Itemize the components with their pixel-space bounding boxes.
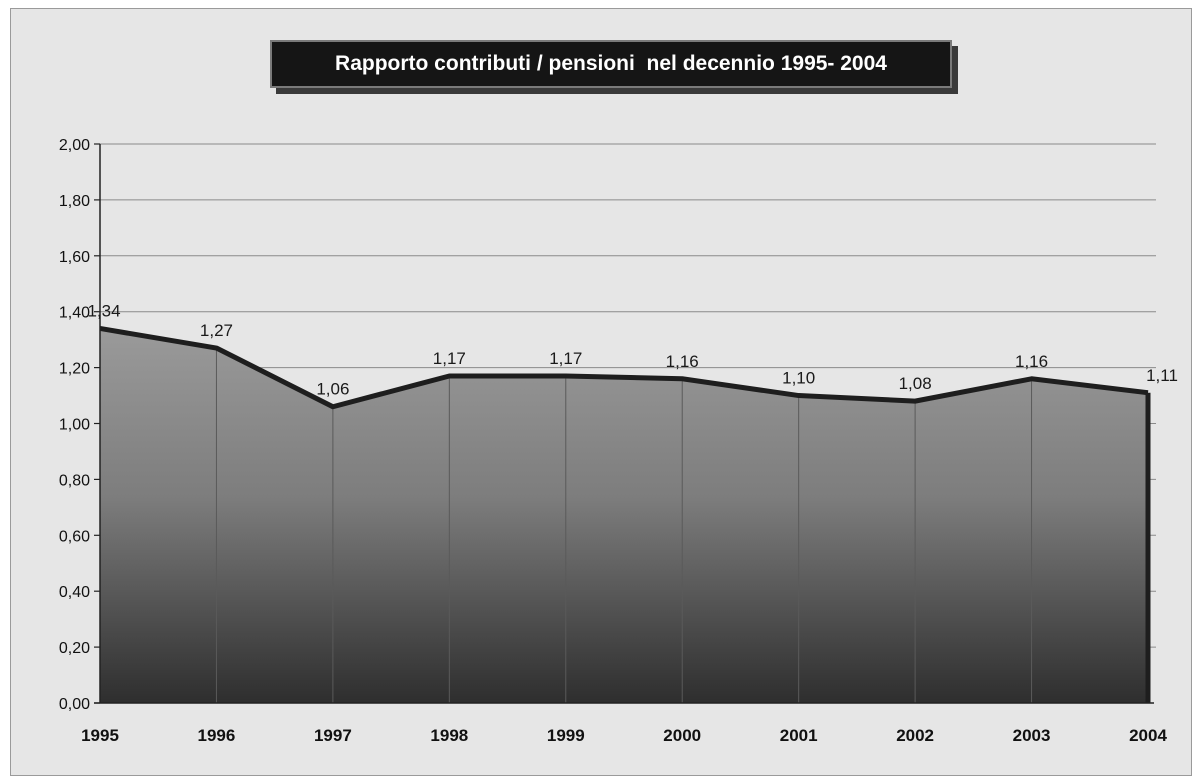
x-tick-label: 1998 <box>430 726 468 745</box>
x-tick-label: 1999 <box>547 726 585 745</box>
axes: 0,00 0,20 0,40 0,60 0,80 1,00 1,20 1,40 1,60 1,80… <box>59 137 1168 745</box>
chart-title-box: Rapporto contributi / pensioni nel decen… <box>270 40 958 94</box>
y-tick-label: 1,60 <box>59 249 90 266</box>
y-tick-label: 0,20 <box>59 640 90 657</box>
y-tick-label: 1,00 <box>59 417 90 434</box>
data-label: 1,08 <box>899 374 932 393</box>
x-tick-label: 2001 <box>780 726 818 745</box>
data-label: 1,34 <box>87 301 120 320</box>
x-tick-label: 2003 <box>1013 726 1051 745</box>
y-tick-label: 0,40 <box>59 584 90 601</box>
data-label: 1,16 <box>666 352 699 371</box>
y-tick-label: 2,00 <box>59 137 90 154</box>
data-label: 1,17 <box>433 349 466 368</box>
y-tick-label: 0,00 <box>59 696 90 713</box>
data-label: 1,10 <box>782 369 815 388</box>
x-tick-label: 2004 <box>1129 726 1167 745</box>
y-tick-label: 0,80 <box>59 472 90 489</box>
x-tick-label: 2002 <box>896 726 934 745</box>
x-tick-label: 1997 <box>314 726 352 745</box>
area-fill <box>100 328 1148 703</box>
data-label: 1,17 <box>549 349 582 368</box>
chart-title: Rapporto contributi / pensioni nel decen… <box>270 40 952 88</box>
series-line <box>99 326 1149 410</box>
x-tick-label: 1995 <box>81 726 119 745</box>
x-tick-label: 1996 <box>198 726 236 745</box>
data-label: 1,06 <box>316 380 349 399</box>
y-tick-label: 1,40 <box>59 305 90 322</box>
x-tick-label: 2000 <box>663 726 701 745</box>
data-label: 1,11 <box>1146 366 1178 385</box>
area-series <box>99 326 1151 703</box>
y-tick-label: 1,20 <box>59 361 90 378</box>
data-label: 1,16 <box>1015 352 1048 371</box>
data-labels: 1,34 1,27 1,06 1,17 1,17 1,16 1,10 1,08 1,16 1,11 <box>87 301 1177 398</box>
y-tick-label: 1,80 <box>59 193 90 210</box>
y-tick-label: 0,60 <box>59 528 90 545</box>
data-label: 1,27 <box>200 321 233 340</box>
